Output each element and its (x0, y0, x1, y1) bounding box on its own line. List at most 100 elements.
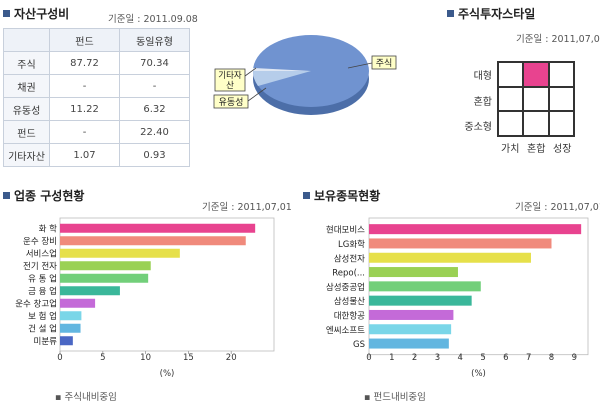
holdings-tick-label: 6 (503, 353, 508, 363)
style-col-label-value: 가치 (501, 144, 520, 155)
table-row: 주식 87.72 70.34 (3, 51, 190, 75)
holdings-footer: ▪ 펀드내비중임 (364, 389, 426, 403)
holdings-title-text: 보유종목현황 (314, 189, 381, 203)
industry-bar (60, 273, 149, 283)
industry-section-title: 업종 구성현황 (3, 187, 84, 204)
industry-category-label: 유 통 업 (28, 274, 57, 284)
holdings-bar (369, 238, 552, 249)
industry-bar (60, 336, 73, 346)
style-cell (548, 62, 574, 87)
table-row: 유동성 11.22 6.32 (3, 97, 190, 121)
holdings-category-label: 삼성물산 (334, 296, 365, 307)
bullet-square-icon (303, 192, 310, 199)
industry-tick-label: 20 (226, 353, 237, 363)
holdings-tick-label: 0 (366, 353, 371, 363)
style-col-label-mixed: 혼합 (527, 144, 546, 155)
bullet-dot-icon: ▪ (364, 392, 374, 403)
industry-category-label: 운수 장비 (23, 236, 57, 247)
row-fund-value: 87.72 (49, 51, 120, 75)
industry-bar (60, 236, 246, 246)
row-peer-value: 22.40 (119, 120, 190, 144)
industry-category-label: 전기 전자 (23, 261, 57, 272)
holdings-tick-label: 4 (458, 353, 463, 363)
row-label: 유동성 (3, 97, 50, 121)
holdings-tick-label: 8 (549, 353, 554, 363)
holdings-category-label: GS (353, 340, 365, 350)
industry-bar (60, 248, 180, 258)
industry-title-text: 업종 구성현황 (14, 189, 85, 203)
industry-footer-text: 주식내비중임 (64, 392, 117, 403)
holdings-bar (369, 309, 454, 320)
style-col-label-growth: 성장 (553, 144, 572, 155)
holdings-bar (369, 224, 582, 235)
style-cell-selected (523, 62, 549, 87)
holdings-section-title: 보유종목현황 (303, 187, 380, 204)
industry-footer: ▪ 주식내비중임 (55, 389, 117, 403)
style-row-label-small: 중소형 (464, 122, 492, 133)
industry-bar (60, 323, 81, 333)
bullet-square-icon (3, 192, 10, 199)
row-peer-value: 0.93 (119, 143, 190, 167)
style-section-title: 주식투자스타일 (447, 5, 535, 22)
holdings-category-label: Repo(... (332, 269, 365, 279)
holdings-bar (369, 324, 452, 335)
holdings-footer-text: 펀드내비중임 (373, 392, 426, 403)
industry-bar (60, 298, 96, 308)
industry-category-label: 화 학 (39, 223, 58, 234)
row-peer-value: - (119, 74, 190, 98)
asset-table: 펀드 동일유형 주식 87.72 70.34 채권 - - 유동성 11.22 … (3, 28, 190, 167)
industry-bar (60, 261, 151, 271)
holdings-bar (369, 295, 472, 306)
holdings-category-label: 삼성전자 (334, 253, 365, 264)
row-label: 주식 (3, 51, 50, 75)
holdings-category-label: 대한항공 (334, 311, 365, 321)
row-fund-value: 1.07 (49, 143, 120, 167)
row-fund-value: - (49, 74, 120, 98)
industry-category-label: 운수 창고업 (15, 299, 57, 309)
industry-plot-frame (59, 217, 275, 352)
row-fund-value: - (49, 120, 120, 144)
holdings-tick-label: 5 (480, 353, 485, 363)
industry-bar (60, 286, 120, 296)
industry-tick-label: 10 (140, 353, 151, 363)
holdings-tick-label: 7 (526, 353, 531, 363)
style-cell (498, 62, 524, 87)
holdings-category-label: 현대모비스 (326, 226, 365, 236)
holdings-category-label: 삼성중공업 (326, 282, 365, 293)
style-row-label-mixed: 혼합 (473, 97, 492, 108)
industry-tick-label: 15 (183, 353, 194, 363)
industry-category-label: 금 융 업 (28, 287, 57, 297)
style-box-grid (497, 61, 575, 137)
holdings-bar (369, 338, 449, 349)
table-header-fund: 펀드 (49, 28, 120, 52)
industry-bar (60, 311, 82, 321)
holdings-category-label: 엔씨소프트 (326, 325, 365, 336)
industry-category-label: 보 험 업 (28, 312, 57, 322)
bullet-square-icon (3, 10, 10, 17)
style-cell (498, 86, 524, 112)
style-cell (498, 111, 524, 136)
holdings-bar (369, 252, 531, 263)
table-row: 펀드 - 22.40 (3, 120, 190, 144)
holdings-xlabel: (%) (471, 369, 486, 379)
industry-bar (60, 223, 256, 233)
style-cell (548, 111, 574, 136)
holdings-bar (369, 281, 481, 292)
row-label: 기타자산 (3, 143, 50, 167)
holdings-bar (369, 267, 458, 278)
industry-xlabel: (%) (160, 369, 175, 379)
bullet-square-icon (447, 10, 454, 17)
industry-category-label: 건 설 업 (28, 323, 57, 334)
holdings-base-date: 기준일 : 2011,07,01 (515, 202, 600, 213)
holdings-category-label: LG화학 (338, 239, 365, 250)
table-header-row: 펀드 동일유형 (3, 28, 190, 52)
table-header-peer: 동일유형 (119, 28, 190, 52)
asset-section-title: 자산구성비 (3, 5, 69, 22)
style-base-date: 기준일 : 2011,07,01 (516, 34, 600, 45)
industry-tick-label: 5 (100, 353, 105, 363)
industry-category-label: 미분류 (34, 337, 58, 347)
style-cell (523, 111, 549, 136)
holdings-tick-label: 9 (572, 353, 577, 363)
